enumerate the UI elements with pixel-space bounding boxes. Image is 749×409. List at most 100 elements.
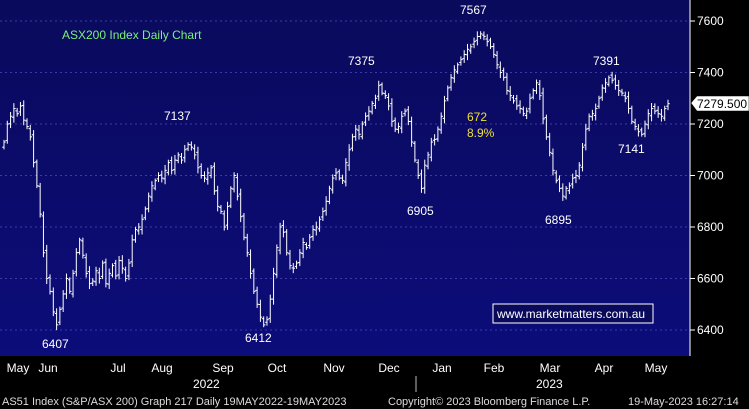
annotation-6407: 6407 <box>42 337 69 351</box>
ohlc-bar <box>159 170 164 183</box>
ohlc-bar <box>521 106 526 117</box>
ohlc-bar <box>100 260 105 280</box>
ohlc-bar <box>610 71 614 84</box>
ohlc-bar <box>298 249 302 267</box>
ohlc-bar <box>524 107 529 120</box>
ohlc-bar <box>449 74 453 91</box>
ohlc-bar <box>620 88 624 97</box>
annotation-6905: 6905 <box>407 204 434 218</box>
ohlc-bar <box>639 127 644 137</box>
month-label: Aug <box>151 361 172 375</box>
ohlc-bar <box>248 249 253 279</box>
ohlc-bar <box>478 31 483 40</box>
ohlc-bar <box>64 273 69 299</box>
month-label: Apr <box>595 361 614 375</box>
ohlc-bar <box>501 67 506 81</box>
ohlc-bar <box>340 174 345 185</box>
ohlc-bar <box>616 79 621 96</box>
ohlc-bar <box>123 266 128 282</box>
ohlc-bar <box>169 156 174 175</box>
ohlc-bar <box>643 120 647 138</box>
ohlc-bar <box>107 268 111 289</box>
ohlc-bar <box>353 124 358 141</box>
ohlc-bar <box>367 106 371 121</box>
chart-title: ASX200 Index Daily Chart <box>62 28 202 42</box>
ohlc-bar <box>426 151 430 170</box>
ohlc-bar <box>514 94 519 110</box>
ohlc-bar <box>288 249 292 270</box>
ohlc-bar <box>12 103 16 123</box>
ohlc-bar <box>587 113 591 132</box>
ohlc-bar <box>84 253 88 278</box>
ohlc-bar <box>347 144 351 171</box>
ohlc-bar <box>603 78 608 93</box>
footer-security: AS51 Index (S&P/ASX 200) Graph 217 Daily… <box>2 396 346 408</box>
ohlc-bar <box>265 316 269 326</box>
ohlc-bar <box>113 259 118 280</box>
ohlc-bar <box>511 94 516 104</box>
ohlc-bar <box>597 95 601 109</box>
month-label: Nov <box>323 361 344 375</box>
ohlc-bar <box>360 121 365 140</box>
ohlc-bar <box>31 130 36 168</box>
month-label: Dec <box>378 361 399 375</box>
ohlc-bar <box>459 56 463 66</box>
annotation-7391: 7391 <box>593 54 620 68</box>
ohlc-bar <box>633 118 637 131</box>
ohlc-bar <box>538 80 542 101</box>
ohlc-bar <box>662 105 667 121</box>
ohlc-bar <box>649 102 654 122</box>
ohlc-bar <box>577 162 582 180</box>
ohlc-bar <box>301 237 305 259</box>
move-percent: 8.9% <box>467 126 495 140</box>
ohlc-bar <box>344 158 348 187</box>
ohlc-bar <box>439 112 443 134</box>
ohlc-bar <box>429 137 434 162</box>
ohlc-bar <box>304 242 309 250</box>
ohlc-bar <box>25 118 29 130</box>
ohlc-bar <box>482 31 486 41</box>
ohlc-bar <box>87 266 92 290</box>
ohlc-bar <box>28 124 33 141</box>
ohlc-bar <box>570 173 575 189</box>
ohlc-bar <box>574 169 578 184</box>
ohlc-bar <box>258 299 263 322</box>
ohlc-bar <box>383 90 388 99</box>
ohlc-bar <box>41 211 46 258</box>
ohlc-bar <box>432 134 437 146</box>
ohlc-bar <box>35 159 39 189</box>
ohlc-bar <box>327 185 332 205</box>
ohlc-bar <box>607 75 611 87</box>
ohlc-bar <box>252 268 256 295</box>
ohlc-bar <box>153 178 158 191</box>
ohlc-bar <box>528 93 532 114</box>
ohlc-bar <box>192 144 197 160</box>
ohlc-bar <box>202 171 207 183</box>
ohlc-bar <box>317 216 322 232</box>
month-label: Sep <box>212 361 234 375</box>
gridlines <box>0 20 690 331</box>
ohlc-bar <box>232 172 236 193</box>
ohlc-bar <box>472 37 476 49</box>
ohlc-bar <box>584 123 588 151</box>
ohlc-bar <box>580 143 585 172</box>
ohlc-bar <box>97 267 102 284</box>
year-2022: 2022 <box>193 377 220 391</box>
ohlc-bar <box>590 109 595 121</box>
ohlc-bar <box>409 116 414 147</box>
ohlc-bar <box>238 188 243 223</box>
ohlc-bar <box>567 182 572 195</box>
ohlc-bar <box>314 221 319 236</box>
month-label: May <box>645 361 668 375</box>
ohlc-bar <box>518 100 522 114</box>
ohlc-bar <box>422 159 427 194</box>
ohlc-bar <box>623 91 628 103</box>
ohlc-bar <box>380 82 384 96</box>
ohlc-bar <box>15 107 19 117</box>
ohlc-bar <box>242 212 246 241</box>
month-label: Oct <box>268 361 287 375</box>
ohlc-bar <box>18 101 23 116</box>
ohlc-bar <box>386 93 391 111</box>
ohlc-bar <box>77 237 82 255</box>
annotation-7141: 7141 <box>618 142 645 156</box>
